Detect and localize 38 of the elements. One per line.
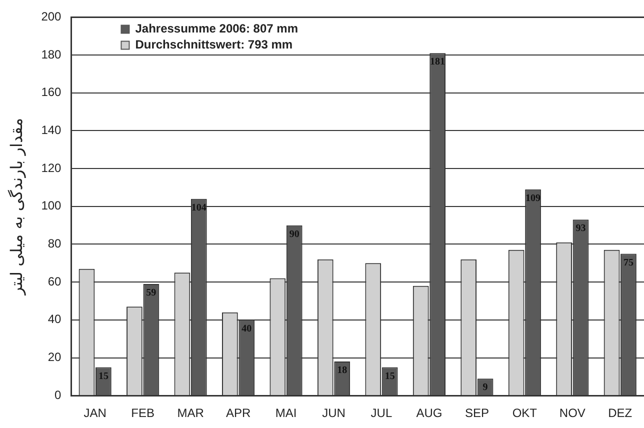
x-tick-label: SEP (464, 406, 489, 420)
data-label: 40 (242, 324, 252, 334)
y-tick-label: 200 (41, 10, 62, 24)
data-label: 90 (289, 228, 300, 240)
x-tick-label: MAI (275, 406, 297, 420)
y-tick-label: 0 (54, 388, 62, 402)
x-tick-label: APR (226, 406, 251, 420)
x-tick-label: AUG (416, 406, 442, 420)
y-axis-title: مقدار بارندگی به میلی لیتر (6, 118, 26, 296)
y-tick-label: 160 (41, 85, 62, 100)
x-tick-label: OKT (512, 406, 538, 420)
data-label: 104 (191, 202, 206, 214)
x-tick-label: JAN (84, 406, 106, 420)
x-tick-label: FEB (131, 406, 154, 420)
x-tick-label: NOV (559, 406, 586, 420)
y-tick-label: 100 (41, 198, 62, 213)
data-label: 15 (384, 370, 395, 382)
legend-label: Jahressumme 2006: 807 mm (135, 22, 298, 36)
data-label: 18 (337, 365, 348, 376)
y-tick-label: 140 (41, 123, 62, 138)
y-tick-label: 20 (48, 350, 62, 364)
y-tick-label: 40 (48, 312, 62, 326)
legend-label: Durchschnittswert: 793 mm (135, 38, 293, 52)
x-tick-label: JUL (370, 406, 392, 420)
y-tick-label: 80 (48, 236, 62, 251)
data-label: 75 (623, 257, 634, 268)
x-tick-label: DEZ (608, 406, 632, 420)
x-tick-label: JUN (322, 406, 346, 420)
data-label: 93 (576, 223, 586, 234)
y-tick-label: 120 (41, 160, 62, 175)
data-label: 181 (430, 56, 446, 68)
x-tick-label: MAR (177, 406, 204, 420)
data-label: 109 (526, 192, 541, 204)
data-label: 59 (146, 288, 156, 299)
data-label: 9 (482, 382, 488, 394)
y-tick-label: 60 (48, 274, 62, 288)
y-tick-label: 180 (41, 47, 62, 62)
data-label: 15 (98, 370, 108, 382)
